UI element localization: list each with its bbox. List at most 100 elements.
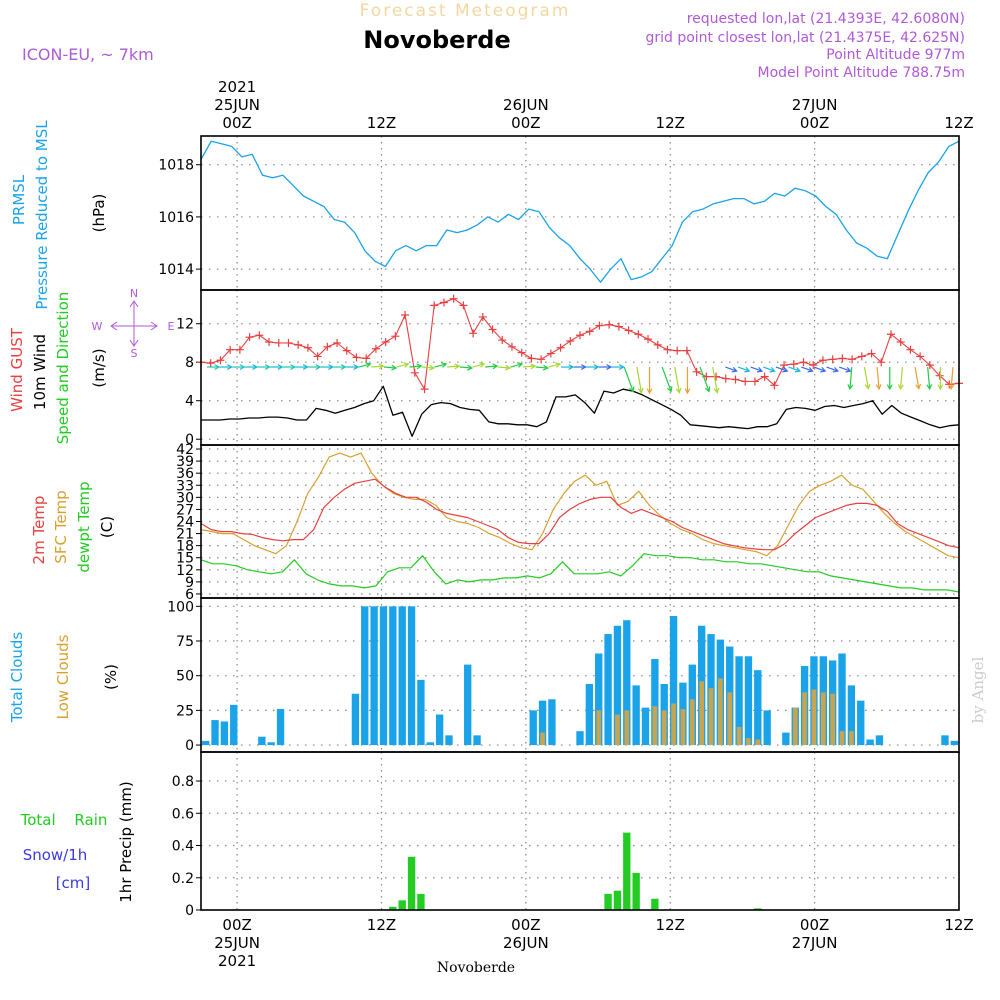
ytick-label-precip-3: 0.6 [172,806,194,822]
total-cloud-bar-25 [435,714,444,746]
wind-arrow-22 [485,363,499,370]
wind-arrow-head-49 [832,366,840,373]
wind-arrow-shaft-18 [434,363,447,368]
total-cloud-bar-37 [548,699,556,746]
panel-frame-4 [200,751,960,911]
wind-arrow-shaft-20 [459,366,472,369]
gust-marker-74 [916,352,925,361]
rain-bar-21 [398,900,406,910]
total-cloud-bar-42 [595,653,603,746]
dewpt-line [200,553,960,593]
gust-marker-29 [478,312,487,321]
wind-arrow-head-56 [915,383,922,390]
wind-arrow-shaft-39 [699,366,710,392]
wind-arrow-head-5 [277,364,284,370]
gust-marker-31 [498,336,507,345]
wind-arrow-head-6 [290,364,297,370]
gust-marker-61 [789,360,798,369]
wind-arrow-56 [914,366,922,390]
wind-arrow-shaft-42 [737,366,750,372]
total-cloud-bar-21 [398,606,406,746]
total-cloud-bar-59 [754,670,762,746]
dewpt-label: dewpt Temp [75,481,93,572]
temp-unit: (C) [98,516,116,538]
model-label: ICON-EU, ~ 7km [22,45,154,64]
total-cloud-label: Total Clouds [8,632,26,724]
gust-marker-44 [624,326,633,335]
total-cloud-bar-68 [838,653,846,746]
wind-arrow-head-26 [542,364,549,371]
low-cloud-bar-59 [755,739,761,746]
gust-marker-72 [896,337,905,346]
wind-arrow-head-8 [315,364,322,370]
low-cloud-bar-44 [615,714,620,746]
wind-arrow-head-45 [782,366,789,373]
wind-arrow-shaft-26 [535,366,548,369]
gust-marker-50 [682,346,691,355]
wind-arrow-head-23 [504,364,512,371]
gust-marker-67 [848,355,857,364]
wind-arrow-shaft-51 [849,366,853,389]
wind-arrow-12 [358,362,372,368]
ytick-label-wind-3: 12 [176,317,194,333]
wind-unit: (m/s) [90,348,108,387]
low-cloud-bar-56 [727,692,733,746]
total-cloud-bar-80 [950,740,958,746]
model-altitude: Model Point Altitude 788.75m [758,65,965,81]
wind-arrow-1 [219,364,233,370]
wind-arrow-17 [421,364,436,371]
ytick-label-clouds-1: 25 [176,703,194,719]
wind-arrow-shaft-27 [548,363,561,368]
total-cloud-bar-17 [361,606,369,746]
low-cloud-bar-68 [839,731,845,746]
wind-arrow-shaft-44 [763,366,775,372]
gust-marker-48 [663,345,672,354]
wind-arrow-43 [750,366,764,373]
wind-arrow-head-21 [479,362,486,368]
ytick-label-temperature-2: 12 [176,563,194,579]
credit-label: by Angel [969,656,987,723]
total-cloud-bar-79 [941,735,949,746]
top-year-label: 2021 [218,78,256,96]
plot-layer: 1014101610180481269121518212427303336394… [158,78,973,970]
requested-coords: requested lon,lat (21.4393E, 42.6080N) [687,11,965,27]
wind-arrow-25 [523,363,537,370]
wind-arrow-44 [763,366,776,373]
total-cloud-bar-47 [641,707,650,746]
gust-marker-46 [644,335,653,344]
wind-arrow-head-18 [441,362,448,368]
total-cloud-bar-40 [576,731,584,746]
wind-arrow-shaft-47 [801,366,813,372]
sfc-temp-line [200,452,960,559]
wind-arrow-shaft-55 [899,366,904,389]
wind-arrow-15 [396,362,410,368]
gust-marker-43 [614,322,623,331]
wind-arrow-36 [661,366,673,393]
wind-dir-label: Speed and Direction [54,292,72,445]
gust-marker-76 [935,371,944,380]
wind-arrow-head-25 [530,363,537,370]
ytick-label-temperature-3: 15 [176,551,194,567]
gust-marker-66 [838,354,847,363]
wind-arrow-head-47 [807,366,814,373]
sfctemp-label: SFC Temp [52,490,70,563]
low-cloud-bar-54 [708,688,714,746]
gust-marker-12 [313,352,322,361]
wind-arrow-33 [623,366,635,393]
total-cloud-bar-50 [669,616,678,746]
total-cloud-bar-18 [370,606,378,746]
wind-arrow-39 [699,366,711,393]
wind-arrow-10 [333,364,347,370]
low-cloud-bar-48 [652,706,658,746]
wind-arrow-head-2 [239,364,246,370]
gust-marker-21 [401,311,410,320]
wind-arrow-8 [308,364,322,370]
wind-arrow-27 [548,362,562,368]
wind-arrow-head-41 [731,366,738,373]
gust-marker-59 [770,381,779,390]
gust-marker-26 [449,294,458,303]
wind-arrow-head-12 [365,362,372,368]
rain-bar-43 [604,893,612,910]
wind-arrow-7 [295,364,309,370]
wind-arrow-shaft-59 [950,366,954,389]
